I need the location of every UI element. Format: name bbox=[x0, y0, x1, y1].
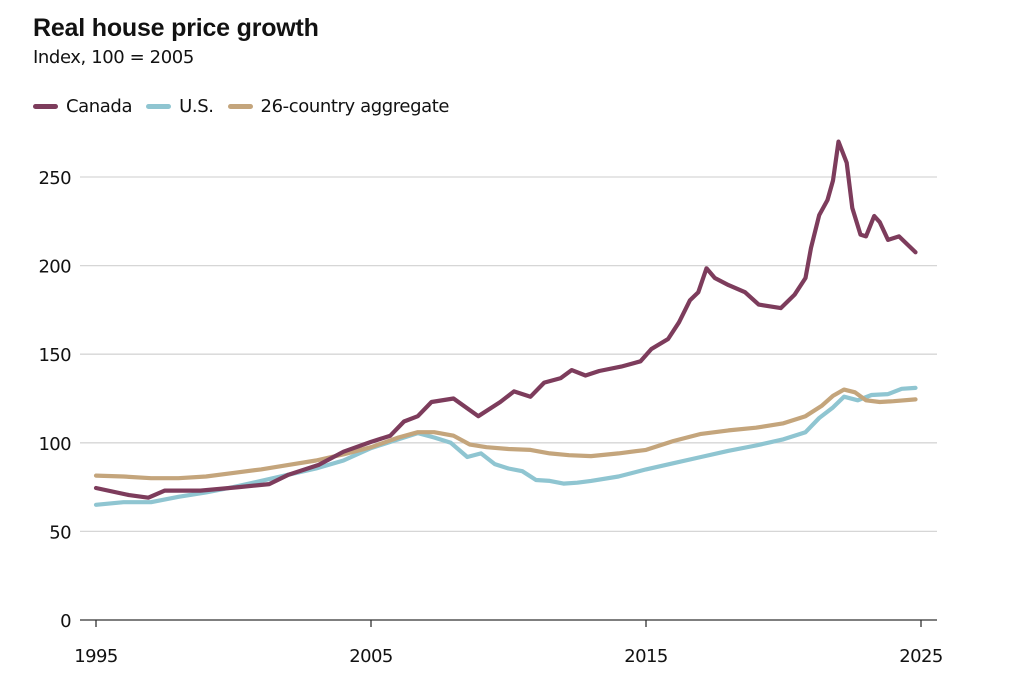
legend-label-aggregate: 26-country aggregate bbox=[260, 96, 450, 117]
legend-item-canada: Canada bbox=[33, 96, 132, 117]
y-tick-label-100: 100 bbox=[38, 434, 71, 455]
y-tick-label-200: 200 bbox=[38, 257, 71, 278]
x-tick-label-2015: 2015 bbox=[624, 646, 667, 667]
legend-swatch-canada bbox=[33, 104, 58, 109]
legend-item-aggregate: 26-country aggregate bbox=[227, 96, 450, 117]
legend-swatch-aggregate bbox=[227, 104, 253, 109]
legend-label-canada: Canada bbox=[66, 96, 133, 117]
x-axis: 1995 2005 2015 2025 bbox=[74, 619, 943, 667]
x-tick-label-2005: 2005 bbox=[349, 646, 392, 667]
legend-item-us: U.S. bbox=[146, 96, 214, 117]
y-tick-label-250: 250 bbox=[38, 168, 71, 189]
x-tick-label-1995: 1995 bbox=[74, 646, 117, 667]
legend-swatch-us bbox=[146, 104, 172, 109]
chart-subtitle: Index, 100 = 2005 bbox=[33, 47, 194, 68]
y-tick-label-150: 150 bbox=[38, 345, 71, 366]
series-line-canada bbox=[93, 139, 918, 500]
y-tick-label-50: 50 bbox=[49, 522, 71, 543]
series-lines bbox=[93, 139, 918, 507]
chart-legend: Canada U.S. 26-country aggregate bbox=[33, 96, 463, 117]
gridlines bbox=[80, 176, 937, 533]
legend-label-us: U.S. bbox=[179, 96, 214, 117]
y-tick-label-0: 0 bbox=[60, 611, 71, 632]
series-line-u-s bbox=[93, 385, 918, 507]
x-tick-label-2025: 2025 bbox=[899, 646, 942, 667]
y-axis: 0 50 100 150 200 250 bbox=[38, 168, 71, 632]
series-line-26-country-aggregate bbox=[93, 387, 918, 481]
chart-title: Real house price growth bbox=[33, 14, 319, 42]
